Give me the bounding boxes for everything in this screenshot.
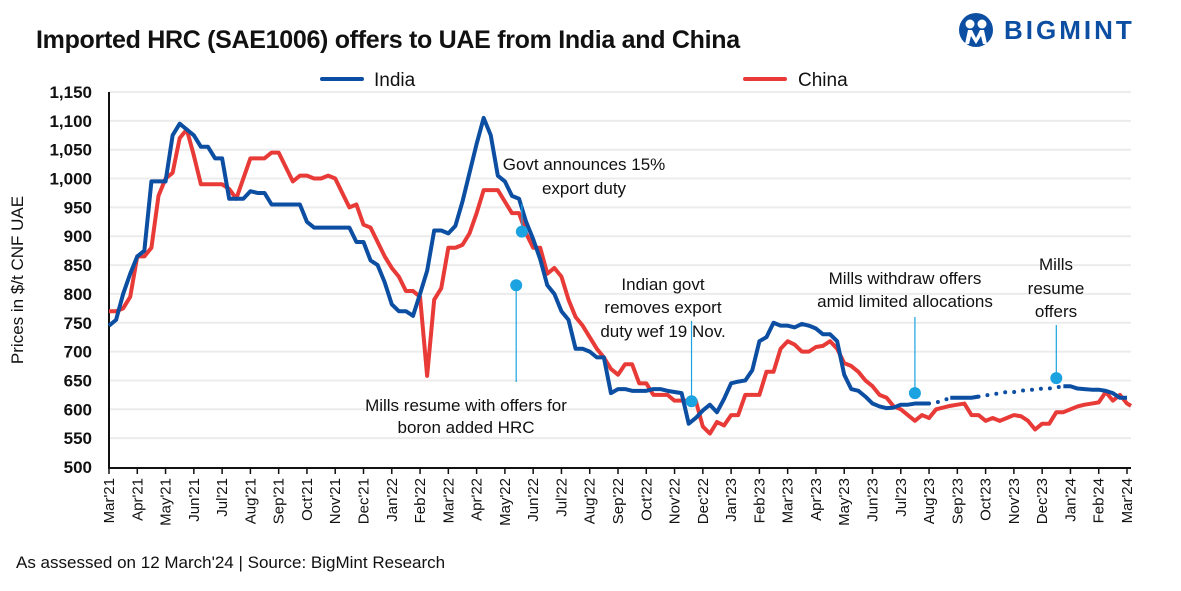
x-tick-label: Sep'22 (610, 478, 627, 524)
x-tick-label: Jan'24 (1062, 478, 1079, 522)
x-tick-label: Jul'21 (214, 478, 231, 517)
y-tick-label: 500 (64, 458, 92, 477)
ann-boron-marker (510, 279, 523, 292)
x-tick-label: Aug'23 (921, 478, 938, 524)
series-line-india (950, 394, 979, 400)
chart-title: Imported HRC (SAE1006) offers to UAE fro… (36, 26, 740, 54)
x-tick-label: Feb'22 (412, 478, 429, 523)
series-line-china (109, 127, 1132, 436)
x-tick-label: Jun'22 (525, 478, 542, 522)
ann-resume-text: Mills (1039, 255, 1073, 274)
x-tick-label: Nov'22 (667, 478, 684, 524)
y-tick-label: 800 (64, 285, 92, 304)
ann-remove-marker (685, 395, 698, 408)
x-tick-label: Aug'21 (242, 478, 259, 524)
x-tick-label: Apr'21 (129, 478, 146, 521)
ann-remove-text: Indian govt (621, 275, 704, 294)
ann-boron-text: boron added HRC (397, 418, 534, 437)
series-line-india (107, 115, 930, 426)
x-tick-label: Aug'22 (582, 478, 599, 524)
ann-resume-marker (1050, 372, 1063, 385)
series-lines (107, 115, 1132, 436)
x-tick-label: Mar'24 (1119, 478, 1136, 523)
series-line-india-dotted (927, 395, 953, 406)
x-tick-label: Jan'22 (384, 478, 401, 522)
ann-remove-text: removes export (604, 298, 721, 317)
brand-name: BIGMINT (1004, 14, 1135, 45)
legend: India China (320, 70, 848, 91)
ann-resume-text: resume (1028, 279, 1085, 298)
x-tick-label: Jul'23 (893, 478, 910, 517)
series-line-india (1063, 384, 1127, 400)
x-tick-label: Dec'21 (356, 478, 373, 524)
y-tick-label: 600 (64, 400, 92, 419)
x-tick-label: Sep'21 (271, 478, 288, 524)
x-tick-label: Dec'23 (1034, 478, 1051, 524)
ann-withdraw-text: Mills withdraw offers (829, 269, 982, 288)
x-tick-label: Jul'22 (553, 478, 570, 517)
x-tick-label: Apr'23 (808, 478, 825, 521)
x-tick-label: May'21 (158, 478, 175, 526)
ann-duty-text: export duty (542, 179, 627, 198)
x-axis-ticks: Mar'21 Apr'21 May'21 Jun'21 Jul'21 Aug'21 Sep'… (101, 468, 1136, 526)
y-tick-label: 1,050 (49, 141, 92, 160)
ann-withdraw-text: amid limited allocations (817, 292, 993, 311)
y-tick-label: 700 (64, 343, 92, 362)
y-tick-label: 750 (64, 314, 92, 333)
y-tick-label: 1,150 (49, 83, 92, 102)
y-tick-label: 1,100 (49, 112, 92, 131)
y-tick-label: 650 (64, 371, 92, 390)
x-tick-label: Nov'23 (1006, 478, 1023, 524)
brand-logo: BIGMINT (958, 12, 1135, 48)
x-tick-label: Mar'23 (780, 478, 797, 523)
y-tick-label: 850 (64, 256, 92, 275)
x-tick-label: May'23 (836, 478, 853, 526)
ann-withdraw-marker (908, 387, 921, 400)
x-tick-label: Dec'22 (695, 478, 712, 524)
x-tick-label: Jun'21 (186, 478, 203, 522)
x-tick-label: Oct'22 (638, 478, 655, 521)
bigmint-logo-icon (959, 13, 993, 47)
legend-label-china: China (798, 70, 848, 91)
x-tick-label: Mar'21 (101, 478, 118, 523)
y-tick-label: 1,000 (49, 170, 92, 189)
x-tick-label: Sep'23 (949, 478, 966, 524)
y-axis-label: Prices in $/t CNF UAE (8, 196, 27, 364)
ann-duty-marker (515, 225, 528, 238)
ann-resume-text: offers (1035, 302, 1077, 321)
annotations: Mills resume with offers for boron added … (365, 155, 1084, 437)
y-tick-label: 950 (64, 198, 92, 217)
source-footer: As assessed on 12 March'24 | Source: Big… (16, 553, 446, 572)
x-tick-label: Jan'23 (723, 478, 740, 522)
x-tick-label: Nov'21 (327, 478, 344, 524)
series-line-india-dotted (976, 384, 1066, 399)
ann-boron-text: Mills resume with offers for (365, 396, 567, 415)
gridlines (109, 91, 1131, 440)
x-tick-label: Feb'24 (1091, 478, 1108, 523)
x-tick-label: Apr'22 (469, 478, 486, 521)
y-tick-label: 900 (64, 227, 92, 246)
x-tick-label: Oct'23 (978, 478, 995, 521)
y-tick-label: 550 (64, 429, 92, 448)
legend-label-india: India (374, 70, 416, 91)
ann-remove-text: duty wef 19 Nov. (600, 322, 725, 341)
x-tick-label: Jun'23 (865, 478, 882, 522)
x-tick-label: Feb'23 (751, 478, 768, 523)
ann-duty-text: Govt announces 15% (503, 155, 666, 174)
y-axis-ticks: 500 550 600 650 700 750 800 850 900 950 1,000 1,050… (49, 83, 92, 477)
x-tick-label: May'22 (497, 478, 514, 526)
x-tick-label: Oct'21 (299, 478, 316, 521)
x-tick-label: Mar'22 (440, 478, 457, 523)
